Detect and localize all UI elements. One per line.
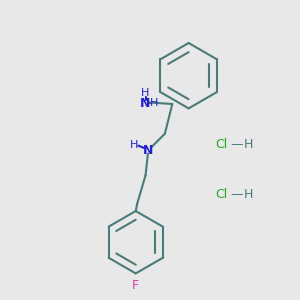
Text: N: N — [143, 144, 153, 157]
Text: —: — — [231, 188, 243, 201]
Text: —: — — [231, 138, 243, 151]
Text: N: N — [140, 97, 151, 110]
Text: H: H — [141, 88, 150, 98]
Text: H: H — [149, 98, 158, 108]
Text: Cl: Cl — [215, 138, 228, 151]
Text: Cl: Cl — [215, 188, 228, 201]
Text: H: H — [244, 188, 253, 201]
Text: F: F — [132, 279, 139, 292]
Text: H: H — [130, 140, 138, 150]
Text: H: H — [244, 138, 253, 151]
